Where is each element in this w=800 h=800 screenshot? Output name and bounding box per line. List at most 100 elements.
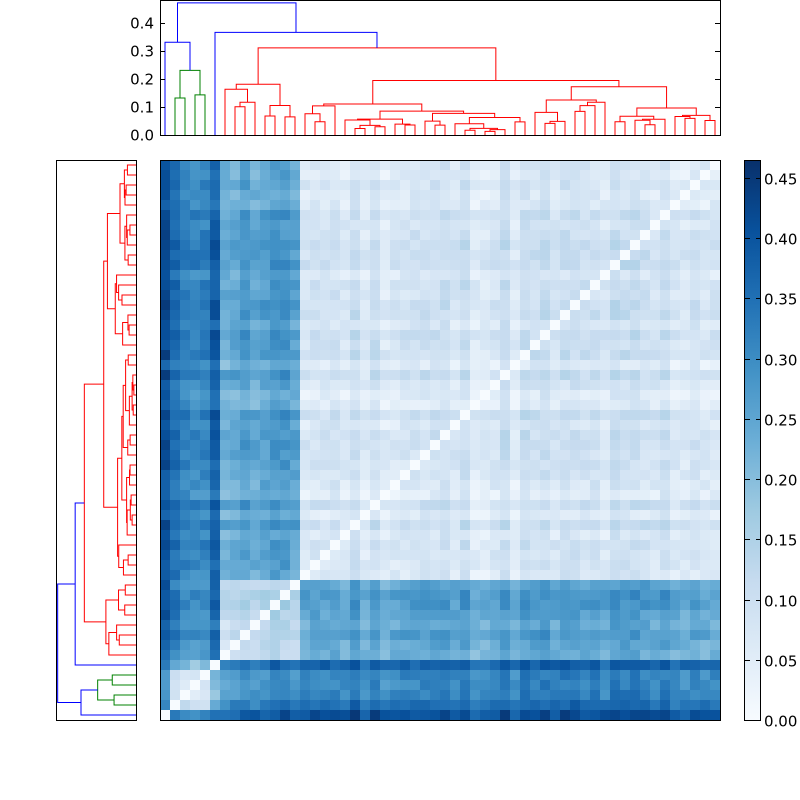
heatmap-cell bbox=[260, 180, 271, 191]
heatmap-cell bbox=[610, 280, 621, 291]
heatmap-cell bbox=[290, 400, 301, 411]
heatmap-cell bbox=[620, 250, 631, 261]
heatmap-cell bbox=[460, 420, 471, 431]
heatmap-cell bbox=[340, 640, 351, 651]
heatmap-cell bbox=[510, 400, 521, 411]
heatmap-cell bbox=[460, 690, 471, 701]
heatmap-cell bbox=[320, 430, 331, 441]
heatmap-cell bbox=[170, 320, 181, 331]
heatmap-cell bbox=[430, 200, 441, 211]
heatmap-cell bbox=[230, 170, 241, 181]
heatmap-cell bbox=[460, 510, 471, 521]
heatmap-cell bbox=[420, 430, 431, 441]
heatmap-cell bbox=[240, 670, 251, 681]
heatmap-cell bbox=[370, 600, 381, 611]
heatmap-cell bbox=[260, 440, 271, 451]
heatmap-cell bbox=[300, 620, 311, 631]
heatmap-cell bbox=[590, 500, 601, 511]
heatmap-cell bbox=[590, 340, 601, 351]
heatmap-cell bbox=[520, 440, 531, 451]
heatmap-cell bbox=[420, 680, 431, 691]
heatmap-cell bbox=[670, 470, 681, 481]
heatmap-cell bbox=[220, 200, 231, 211]
heatmap-cell bbox=[520, 550, 531, 561]
heatmap-cell bbox=[620, 690, 631, 701]
heatmap-cell bbox=[630, 320, 641, 331]
heatmap-cell bbox=[200, 260, 211, 271]
heatmap-cell bbox=[290, 320, 301, 331]
heatmap-cell bbox=[440, 210, 451, 221]
heatmap-cell bbox=[450, 540, 461, 551]
heatmap-cell bbox=[330, 620, 341, 631]
heatmap-cell bbox=[400, 480, 411, 491]
heatmap-cell bbox=[310, 650, 321, 661]
heatmap-cell bbox=[560, 430, 571, 441]
heatmap-cell bbox=[580, 220, 591, 231]
heatmap-cell bbox=[500, 560, 511, 571]
heatmap-cell bbox=[360, 570, 371, 581]
heatmap-cell bbox=[210, 270, 221, 281]
heatmap-cell bbox=[510, 490, 521, 501]
heatmap-cell bbox=[620, 610, 631, 621]
heatmap-cell bbox=[480, 350, 491, 361]
heatmap-cell bbox=[280, 240, 291, 251]
heatmap-cell bbox=[690, 380, 701, 391]
heatmap-cell bbox=[310, 550, 321, 561]
heatmap-cell bbox=[630, 660, 641, 671]
heatmap-cell bbox=[310, 240, 321, 251]
heatmap-cell bbox=[340, 670, 351, 681]
heatmap-cell bbox=[610, 590, 621, 601]
heatmap-cell bbox=[410, 650, 421, 661]
heatmap-cell bbox=[510, 370, 521, 381]
heatmap-cell bbox=[220, 590, 231, 601]
heatmap-cell bbox=[550, 290, 561, 301]
heatmap-cell bbox=[570, 660, 581, 671]
heatmap-cell bbox=[430, 220, 441, 231]
heatmap-cell bbox=[380, 400, 391, 411]
heatmap-cell bbox=[210, 230, 221, 241]
heatmap-cell bbox=[660, 710, 671, 721]
heatmap-cell bbox=[500, 220, 511, 231]
heatmap-cell bbox=[200, 710, 211, 721]
heatmap-cell bbox=[480, 160, 491, 171]
heatmap-cell bbox=[490, 500, 501, 511]
heatmap-cell bbox=[570, 430, 581, 441]
heatmap-cell bbox=[250, 200, 261, 211]
heatmap-cell bbox=[510, 300, 521, 311]
heatmap-cell bbox=[550, 650, 561, 661]
colorbar-tick-label: 0.05 bbox=[764, 653, 797, 671]
heatmap-cell bbox=[330, 390, 341, 401]
heatmap-cell bbox=[430, 620, 441, 631]
heatmap-cell bbox=[300, 220, 311, 231]
heatmap-cell bbox=[540, 610, 551, 621]
heatmap-cell bbox=[390, 610, 401, 621]
heatmap-cell bbox=[490, 290, 501, 301]
heatmap-cell bbox=[490, 650, 501, 661]
heatmap-cell bbox=[220, 280, 231, 291]
heatmap-cell bbox=[430, 540, 441, 551]
heatmap-cell bbox=[480, 230, 491, 241]
heatmap-cell bbox=[460, 670, 471, 681]
heatmap-cell bbox=[690, 410, 701, 421]
heatmap-cell bbox=[160, 240, 171, 251]
heatmap-cell bbox=[380, 340, 391, 351]
heatmap-cell bbox=[330, 540, 341, 551]
heatmap-cell bbox=[250, 370, 261, 381]
heatmap-cell bbox=[500, 620, 511, 631]
heatmap-cell bbox=[340, 470, 351, 481]
heatmap-cell bbox=[190, 310, 201, 321]
heatmap-cell bbox=[360, 340, 371, 351]
heatmap-cell bbox=[370, 250, 381, 261]
heatmap-cell bbox=[230, 610, 241, 621]
heatmap-cell bbox=[360, 520, 371, 531]
heatmap-cell bbox=[480, 440, 491, 451]
heatmap-cell bbox=[300, 670, 311, 681]
heatmap-cell bbox=[550, 610, 561, 621]
heatmap-cell bbox=[360, 690, 371, 701]
heatmap-cell bbox=[470, 420, 481, 431]
heatmap-cell bbox=[630, 230, 641, 241]
heatmap-cell bbox=[470, 410, 481, 421]
heatmap-cell bbox=[510, 270, 521, 281]
heatmap-cell bbox=[240, 360, 251, 371]
heatmap-cell bbox=[190, 340, 201, 351]
